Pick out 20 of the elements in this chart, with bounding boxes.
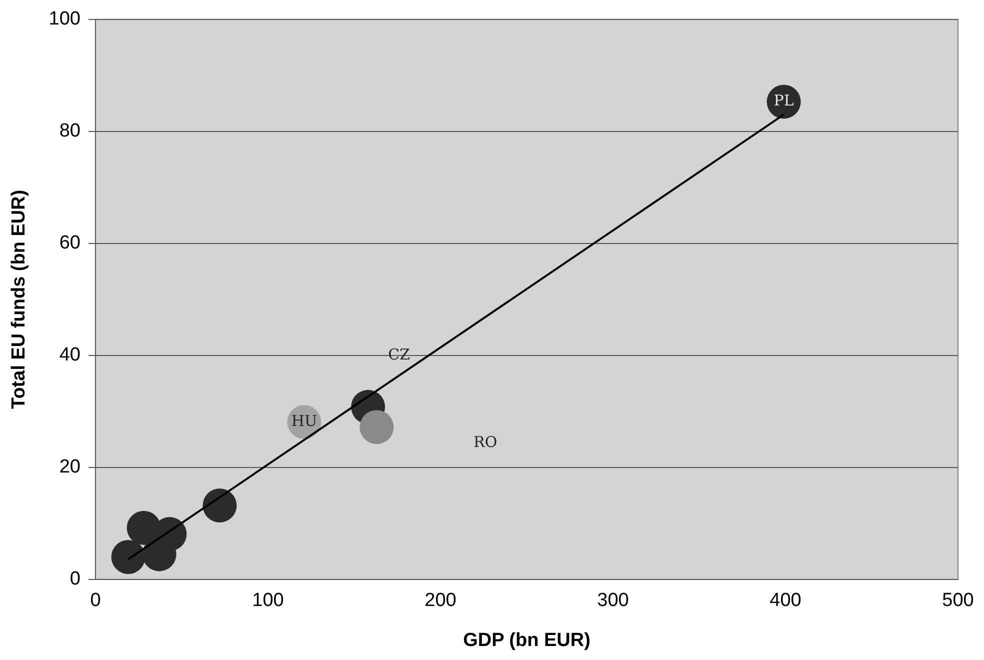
y-axis-title: Total EU funds (bn EUR)	[8, 190, 30, 409]
y-tick-label: 80	[59, 120, 80, 142]
y-tick-label: 0	[70, 568, 80, 590]
x-tick-label: 100	[252, 590, 284, 612]
y-tick-label: 100	[48, 8, 80, 30]
y-tick-label: 60	[59, 232, 80, 254]
x-tick-label: 300	[597, 590, 629, 612]
annotation: RO	[474, 433, 498, 452]
y-tick-label: 40	[59, 344, 80, 366]
x-tick-label: 500	[942, 590, 974, 612]
x-tick-label: 0	[90, 590, 101, 612]
point	[202, 488, 237, 522]
point	[111, 540, 146, 574]
x-tick-label: 200	[424, 590, 456, 612]
annotation: HU	[291, 412, 318, 430]
x-axis-title: GDP (bn EUR)	[463, 630, 590, 651]
x-tick-label: 400	[770, 590, 802, 612]
point	[360, 410, 394, 444]
annotation: PL	[774, 92, 794, 110]
y-tick-label: 20	[59, 456, 80, 478]
